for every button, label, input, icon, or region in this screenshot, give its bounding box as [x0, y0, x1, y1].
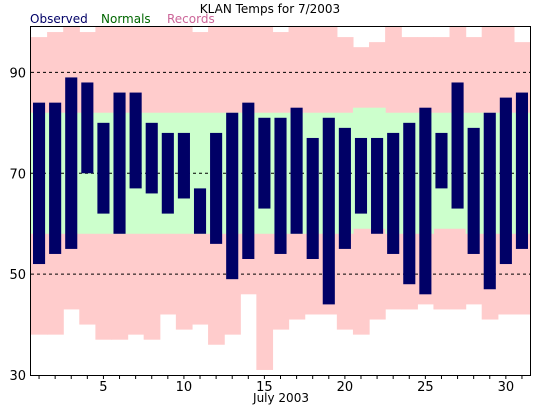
- observed-bar-day-15: [258, 117, 271, 209]
- observed-bar-day-18: [306, 137, 319, 259]
- observed-bar-day-3: [65, 77, 78, 249]
- observed-bar-day-16: [274, 117, 287, 254]
- x-tick-label-20: 20: [337, 380, 354, 395]
- observed-bar-day-23: [387, 132, 400, 254]
- x-tick-label-5: 5: [99, 380, 107, 395]
- observed-bar-day-30: [499, 97, 512, 265]
- observed-bar-day-12: [210, 132, 223, 244]
- observed-bar-day-21: [354, 137, 368, 214]
- observed-bar-day-24: [403, 122, 416, 285]
- observed-bar-day-20: [338, 127, 351, 249]
- observed-bar-day-19: [322, 117, 335, 305]
- observed-bar-day-1: [33, 102, 46, 265]
- observed-bar-day-27: [451, 82, 464, 209]
- observed-bar-day-14: [242, 102, 255, 260]
- observed-bar-day-26: [435, 132, 448, 189]
- y-tick-label-90: 90: [9, 66, 26, 81]
- observed-bar-day-2: [49, 102, 62, 254]
- observed-bar-day-22: [371, 137, 384, 234]
- observed-bar-day-13: [226, 112, 239, 280]
- y-tick-label-30: 30: [9, 369, 26, 384]
- observed-bar-day-29: [483, 112, 496, 290]
- observed-bar-day-6: [113, 92, 126, 234]
- observed-bar-day-10: [177, 132, 190, 199]
- x-tick-label-30: 30: [498, 380, 515, 395]
- legend-normals: Normals: [101, 12, 151, 26]
- x-axis-label: July 2003: [252, 391, 309, 405]
- observed-bar-day-28: [467, 127, 480, 254]
- legend-records: Records: [167, 12, 215, 26]
- observed-bar-day-5: [97, 122, 110, 214]
- legend-observed: Observed: [30, 12, 88, 26]
- x-axis: 5 10 15 20 25 30: [38, 375, 523, 395]
- observed-bar-day-11: [193, 188, 207, 234]
- x-tick-label-25: 25: [417, 380, 434, 395]
- y-tick-label-50: 50: [9, 268, 26, 283]
- y-tick-label-70: 70: [9, 167, 26, 182]
- observed-bar-day-9: [161, 132, 174, 214]
- chart-title: KLAN Temps for 7/2003: [200, 2, 340, 16]
- observed-bar-day-7: [129, 92, 142, 189]
- observed-bar-day-4: [81, 82, 94, 174]
- y-axis: 30 50 70 90: [9, 66, 26, 384]
- observed-bars: [33, 77, 528, 305]
- observed-bar-day-31: [515, 92, 528, 249]
- observed-bar-day-25: [419, 107, 432, 295]
- x-tick-label-10: 10: [176, 380, 193, 395]
- observed-bar-day-17: [290, 107, 303, 234]
- observed-bar-day-8: [145, 122, 158, 194]
- x-tick-label-15: 15: [256, 380, 273, 395]
